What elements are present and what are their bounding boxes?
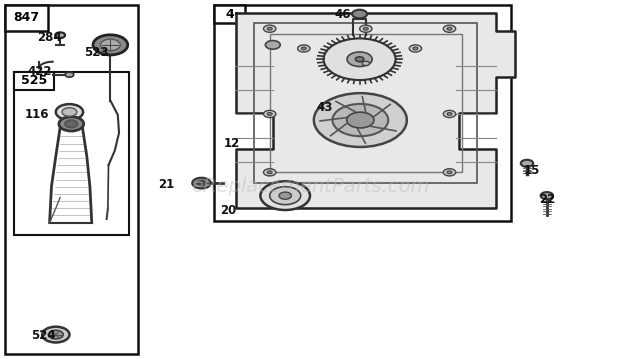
Bar — [14, 72, 54, 90]
Circle shape — [100, 39, 120, 51]
Circle shape — [314, 93, 407, 147]
Circle shape — [264, 25, 276, 32]
Text: 525: 525 — [21, 74, 47, 87]
Circle shape — [363, 27, 368, 30]
Circle shape — [298, 45, 310, 52]
Bar — [214, 5, 511, 221]
Circle shape — [267, 112, 272, 116]
Circle shape — [265, 41, 280, 49]
Circle shape — [352, 10, 367, 18]
Circle shape — [365, 120, 373, 124]
Circle shape — [447, 112, 452, 116]
Text: 46: 46 — [335, 8, 352, 21]
Circle shape — [355, 57, 364, 62]
Circle shape — [264, 169, 276, 176]
Circle shape — [270, 187, 301, 205]
Text: 524: 524 — [31, 329, 56, 342]
Circle shape — [443, 111, 456, 118]
Bar — [254, 23, 477, 183]
Text: 12: 12 — [223, 137, 239, 150]
Circle shape — [347, 116, 354, 121]
Bar — [270, 34, 462, 172]
Circle shape — [443, 25, 456, 32]
Circle shape — [347, 112, 374, 128]
Circle shape — [409, 45, 422, 52]
Circle shape — [332, 104, 388, 136]
Circle shape — [48, 330, 63, 339]
Circle shape — [267, 27, 272, 30]
Text: 43: 43 — [316, 101, 332, 114]
Text: 422: 422 — [28, 65, 53, 78]
Text: 22: 22 — [539, 193, 556, 206]
Circle shape — [62, 108, 77, 116]
Circle shape — [362, 61, 370, 66]
Circle shape — [260, 181, 310, 210]
Circle shape — [56, 104, 83, 120]
Bar — [5, 5, 138, 354]
Circle shape — [93, 35, 128, 55]
Circle shape — [447, 27, 452, 30]
Circle shape — [267, 171, 272, 174]
Text: 4: 4 — [225, 8, 234, 21]
Circle shape — [347, 52, 372, 66]
Text: 116: 116 — [25, 108, 50, 121]
Bar — [214, 5, 245, 23]
Circle shape — [264, 111, 276, 118]
Bar — [5, 5, 48, 31]
Circle shape — [324, 38, 396, 80]
Text: 284: 284 — [37, 31, 62, 44]
Circle shape — [197, 181, 206, 186]
Circle shape — [59, 117, 84, 131]
Circle shape — [541, 192, 553, 199]
Circle shape — [301, 47, 306, 50]
Circle shape — [65, 120, 78, 127]
Circle shape — [55, 32, 65, 38]
Text: 21: 21 — [158, 178, 174, 191]
Circle shape — [413, 47, 418, 50]
Circle shape — [42, 327, 69, 342]
Circle shape — [360, 25, 372, 32]
Circle shape — [447, 171, 452, 174]
Polygon shape — [236, 13, 515, 208]
Text: 847: 847 — [14, 11, 40, 24]
Text: 20: 20 — [220, 204, 236, 216]
Circle shape — [65, 72, 74, 77]
Text: 523: 523 — [84, 46, 108, 59]
Polygon shape — [338, 109, 384, 131]
Circle shape — [443, 169, 456, 176]
Circle shape — [521, 160, 533, 167]
Circle shape — [192, 178, 211, 188]
Bar — [14, 72, 129, 235]
Text: 15: 15 — [524, 164, 540, 177]
Text: eReplacementParts.com: eReplacementParts.com — [191, 177, 429, 196]
Circle shape — [279, 192, 291, 199]
